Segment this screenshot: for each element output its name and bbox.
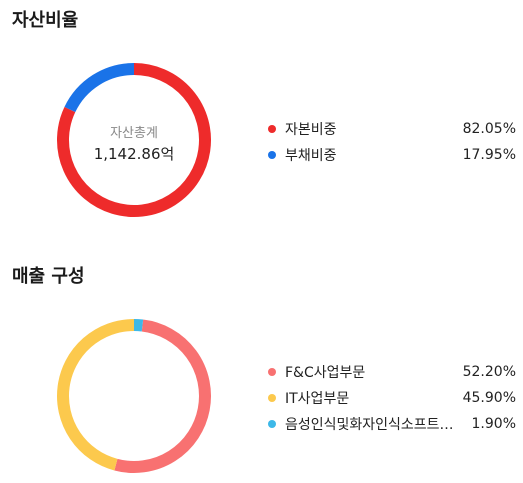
revenue-composition-legend: F&C사업부문 52.20% IT사업부문 45.90% 음성인식및화자인식소프… bbox=[268, 359, 516, 437]
legend-label-liabilities: 부채비중 bbox=[285, 148, 337, 164]
legend-value-fc-division: 52.20% bbox=[462, 364, 516, 380]
legend-label-it-division: IT사업부문 bbox=[285, 391, 350, 407]
asset-ratio-donut bbox=[57, 63, 211, 217]
legend-item-liabilities: 부채비중 17.95% bbox=[268, 142, 516, 168]
donut-slice-자본비중 bbox=[57, 63, 211, 217]
legend-value-voice-recognition: 1.90% bbox=[471, 416, 516, 432]
legend-item-equity: 자본비중 82.05% bbox=[268, 116, 516, 142]
revenue-composition-donut bbox=[57, 319, 211, 473]
legend-label-fc-division: F&C사업부문 bbox=[285, 365, 366, 381]
legend-label-voice-recognition: 음성인식및화자인식소프트… bbox=[285, 417, 454, 433]
legend-dot-liabilities bbox=[268, 151, 276, 159]
legend-dot-fc-division bbox=[268, 368, 276, 376]
total-assets-value: 1,142.86억 bbox=[93, 145, 175, 163]
legend-dot-equity bbox=[268, 125, 276, 133]
legend-value-it-division: 45.90% bbox=[462, 390, 516, 406]
donut-slice-음성인식및화자인식소프트 bbox=[133, 319, 144, 332]
donut-slice-f-c사업부문 bbox=[114, 319, 211, 473]
legend-value-liabilities: 17.95% bbox=[462, 147, 516, 163]
revenue-composition-title: 매출 구성 bbox=[12, 266, 85, 287]
donut-slice-부채비중 bbox=[64, 63, 135, 113]
total-assets-caption: 자산총계 bbox=[110, 126, 158, 141]
legend-item-voice-recognition: 음성인식및화자인식소프트… 1.90% bbox=[268, 411, 516, 437]
donut-slice-it사업부문 bbox=[57, 319, 135, 471]
legend-label-equity: 자본비중 bbox=[285, 122, 337, 138]
legend-item-fc-division: F&C사업부문 52.20% bbox=[268, 359, 516, 385]
legend-item-it-division: IT사업부문 45.90% bbox=[268, 385, 516, 411]
legend-dot-it-division bbox=[268, 394, 276, 402]
legend-dot-voice-recognition bbox=[268, 420, 276, 428]
legend-value-equity: 82.05% bbox=[462, 121, 516, 137]
asset-ratio-title: 자산비율 bbox=[12, 10, 79, 31]
asset-ratio-legend: 자본비중 82.05% 부채비중 17.95% bbox=[268, 116, 516, 168]
